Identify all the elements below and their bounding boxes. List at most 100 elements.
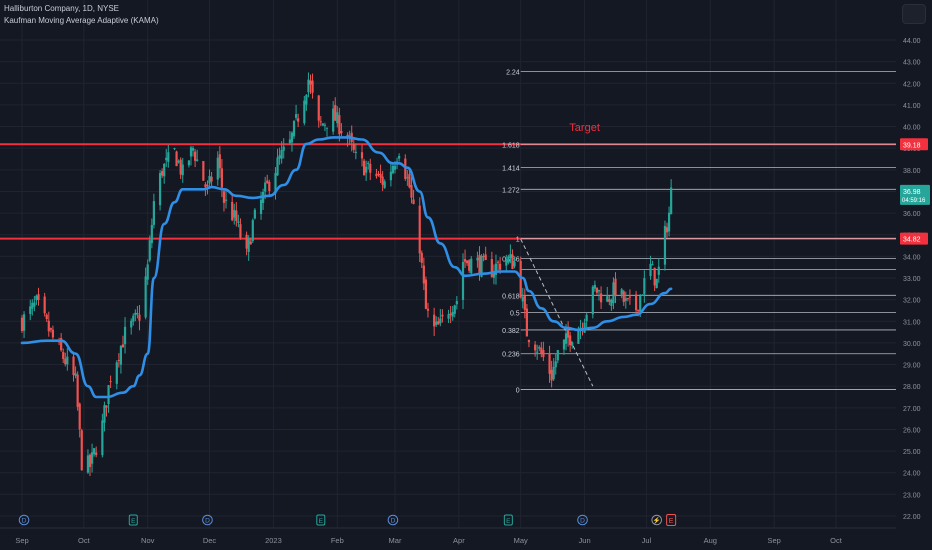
candle-body bbox=[455, 300, 458, 305]
fib-label: 1.414 bbox=[502, 166, 520, 173]
candle-body bbox=[643, 278, 646, 295]
price-tick-label: 28.00 bbox=[903, 384, 921, 391]
candle-body bbox=[319, 121, 322, 123]
candle-body bbox=[655, 278, 658, 289]
candle-body bbox=[150, 224, 153, 244]
candle-body bbox=[278, 155, 281, 159]
time-tick-label: Sep bbox=[767, 536, 780, 545]
candle-body bbox=[461, 262, 465, 300]
candle-body bbox=[377, 173, 380, 175]
candle-body bbox=[354, 151, 357, 153]
trend-line bbox=[520, 238, 594, 387]
candle-body bbox=[206, 184, 209, 187]
candle-body bbox=[470, 258, 473, 274]
split-marker-text: ⚡ bbox=[653, 517, 661, 525]
candle-body bbox=[123, 326, 127, 345]
candle-body bbox=[453, 305, 456, 314]
candle-body bbox=[449, 313, 452, 315]
candle-body bbox=[562, 339, 566, 350]
candle-body bbox=[239, 224, 242, 238]
indicator-label[interactable]: Kaufman Moving Average Adaptive (KAMA) bbox=[4, 16, 159, 25]
candle-body bbox=[103, 405, 106, 423]
candle-body bbox=[204, 184, 207, 187]
candle-body bbox=[424, 279, 428, 309]
candle-body bbox=[177, 161, 180, 163]
candle-body bbox=[161, 171, 164, 176]
candle-body bbox=[521, 296, 524, 302]
candle-body bbox=[608, 299, 611, 302]
candle-body bbox=[181, 164, 184, 176]
candle-body bbox=[620, 289, 623, 295]
candle-body bbox=[60, 338, 63, 351]
candle-body bbox=[447, 314, 450, 319]
candle-body bbox=[667, 212, 671, 232]
price-tick-label: 25.00 bbox=[903, 449, 921, 456]
candle-body bbox=[567, 330, 570, 338]
candle-body bbox=[191, 148, 195, 151]
chart-settings-button[interactable] bbox=[902, 4, 926, 24]
candle-body bbox=[253, 209, 256, 219]
candle-body bbox=[391, 165, 395, 174]
candle-body bbox=[398, 155, 401, 159]
candle-body bbox=[338, 115, 341, 135]
candle-body bbox=[595, 287, 599, 293]
candle-body bbox=[577, 330, 580, 344]
price-tick-label: 24.00 bbox=[903, 471, 921, 478]
time-tick-label: Nov bbox=[141, 536, 155, 545]
candle-body bbox=[134, 312, 137, 316]
candle-body bbox=[292, 120, 296, 137]
candle-body bbox=[639, 295, 642, 313]
time-tick-label: Dec bbox=[203, 536, 217, 545]
candle-body bbox=[476, 257, 479, 261]
candle-body bbox=[202, 161, 205, 181]
trend-line-dashed bbox=[520, 238, 594, 387]
last-price-tag bbox=[900, 184, 930, 205]
candle-body bbox=[365, 166, 368, 173]
candle-body bbox=[334, 105, 337, 121]
candle-body bbox=[294, 114, 298, 118]
candle-body bbox=[362, 160, 366, 176]
candle-body bbox=[276, 157, 279, 176]
candle-body bbox=[498, 263, 502, 270]
earnings-marker bbox=[128, 514, 138, 526]
last-price-countdown: 04:59:16 bbox=[902, 198, 926, 204]
earnings-marker-text: E bbox=[669, 518, 674, 525]
candle-body bbox=[80, 430, 83, 471]
candle-body bbox=[412, 199, 415, 204]
price-tick-label: 32.00 bbox=[903, 298, 921, 305]
candle-body bbox=[451, 312, 454, 317]
price-tick-label: 44.00 bbox=[903, 38, 921, 45]
candle-body bbox=[95, 452, 98, 456]
candle-body bbox=[439, 318, 442, 324]
candle-body bbox=[233, 210, 236, 218]
candle-body bbox=[264, 182, 267, 192]
candle-body bbox=[408, 174, 411, 188]
candle-body bbox=[480, 255, 483, 277]
candle-body bbox=[249, 241, 252, 245]
candle-body bbox=[266, 180, 269, 183]
candle-body bbox=[210, 176, 213, 182]
fib-label: 0.5 bbox=[510, 311, 520, 318]
candle-body bbox=[173, 148, 176, 150]
price-axis[interactable]: 22.00 23.00 24.00 25.00 26.00 27.00 28.00 29.00… bbox=[896, 0, 932, 550]
candle-body bbox=[665, 227, 669, 233]
candle-body bbox=[74, 373, 77, 376]
candle-body bbox=[406, 177, 409, 179]
time-tick-label: 2023 bbox=[265, 536, 282, 545]
price-tick-label: 41.00 bbox=[903, 103, 921, 110]
candle-body bbox=[507, 256, 510, 263]
candle-body bbox=[31, 302, 34, 309]
time-axis[interactable]: Sep Oct Nov Dec 2023 Feb Mar Apr May Jun Jul Aug Sep… bbox=[0, 527, 896, 545]
price-tick-label: 38.00 bbox=[903, 168, 921, 175]
candle-body bbox=[196, 159, 199, 161]
candle-body bbox=[663, 226, 667, 265]
price-axis-bg bbox=[896, 0, 932, 550]
dividend-marker-text: D bbox=[22, 518, 27, 525]
candle-body bbox=[649, 263, 652, 277]
candle-body bbox=[540, 347, 543, 354]
candle-body bbox=[86, 455, 90, 473]
candle-body bbox=[599, 293, 603, 303]
candle-body bbox=[525, 308, 528, 337]
